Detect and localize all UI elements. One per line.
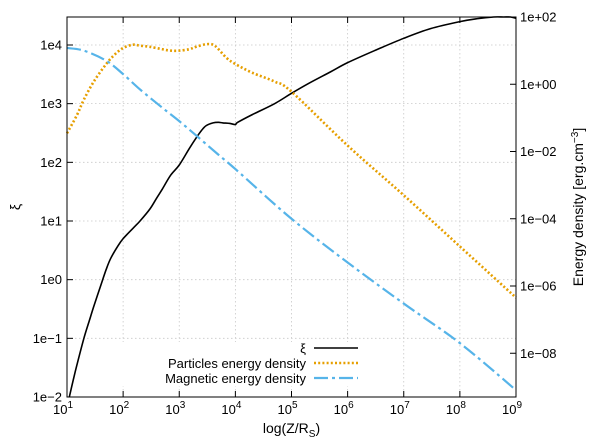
x-tick-label-exponent: 6 [348,400,354,411]
x-tick-label-exponent: 8 [460,400,466,411]
x-tick-label: 105 [277,400,297,417]
grid [67,17,516,397]
x-tick-label-base: 10 [277,402,291,417]
x-tick-label: 109 [502,400,522,417]
x-tick-label-base: 10 [502,402,516,417]
x-tick-label-base: 10 [334,402,348,417]
y-right-tick-label: 1e−04 [520,211,557,226]
y-right-axis-title-superscript: −3 [570,131,581,143]
x-tick-label-base: 10 [390,402,404,417]
legend-entry-background [118,372,363,386]
y-left-tick-label: 1e−1 [33,331,62,346]
x-tick-label-exponent: 7 [404,400,410,411]
y-right-tick-label: 1e+02 [520,10,557,25]
legend-entry-label: Particles energy density [168,356,307,371]
y-left-axis-ticks: 1e4 1e3 1e2 1e1 1e0 1e−1 1e−2 [33,37,73,405]
y-right-axis-title-main: Energy density [erg.cm [570,143,586,286]
y-left-tick-label: 1e−2 [33,390,62,405]
x-axis-ticks: 101 102 103 104 105 106 107 108 109 [53,17,522,417]
x-tick-label-base: 10 [221,402,235,417]
series-line-1 [65,42,517,299]
series-line-2 [66,46,517,391]
y-left-axis-title: ξ [7,204,23,210]
x-tick-label: 104 [221,400,241,417]
x-tick-label: 108 [446,400,466,417]
x-tick-label: 103 [165,400,185,417]
x-tick-label: 106 [334,400,354,417]
y-left-tick-label: 1e4 [40,37,62,52]
y-right-tick-label: 1e−02 [520,144,557,159]
x-tick-label-exponent: 2 [124,400,130,411]
y-right-tick-label: 1e−06 [520,279,557,294]
y-right-tick-label: 1e+00 [520,77,557,92]
x-tick-label-exponent: 3 [180,400,186,411]
x-axis-title-subscript: S [309,429,316,440]
x-tick-label: 102 [109,400,129,417]
y-left-tick-label: 1e0 [40,272,62,287]
x-tick-label: 101 [53,400,73,417]
x-axis-title-main: log(Z/R [263,420,309,436]
x-tick-label-base: 10 [109,402,123,417]
series-line-0 [68,16,517,398]
y-left-tick-label: 1e2 [40,155,62,170]
x-tick-label: 107 [390,400,410,417]
x-tick-label-base: 10 [446,402,460,417]
legend-entry-background [118,342,363,356]
y-left-tick-label: 1e3 [40,96,62,111]
x-tick-label-exponent: 4 [236,400,242,411]
x-tick-label-exponent: 9 [516,400,522,411]
legend-entry-label: ξ [300,341,306,356]
x-axis-title: log(Z/RS) [263,420,320,440]
x-tick-label-base: 10 [165,402,179,417]
x-axis-title-close: ) [315,420,320,436]
legend-entry-label: Magnetic energy density [165,371,306,386]
legend-entry-background [118,357,363,371]
series-layer [65,16,517,398]
x-tick-label-exponent: 5 [292,400,298,411]
y-right-axis-title-close: ] [570,128,586,132]
x-tick-label-base: 10 [53,402,67,417]
y-right-axis-ticks: 1e+02 1e+00 1e−02 1e−04 1e−06 1e−08 [510,10,557,361]
y-right-tick-label: 1e−08 [520,346,557,361]
x-tick-label-exponent: 1 [67,400,73,411]
y-left-tick-label: 1e1 [40,213,62,228]
y-right-axis-title: Energy density [erg.cm−3] [570,128,586,286]
